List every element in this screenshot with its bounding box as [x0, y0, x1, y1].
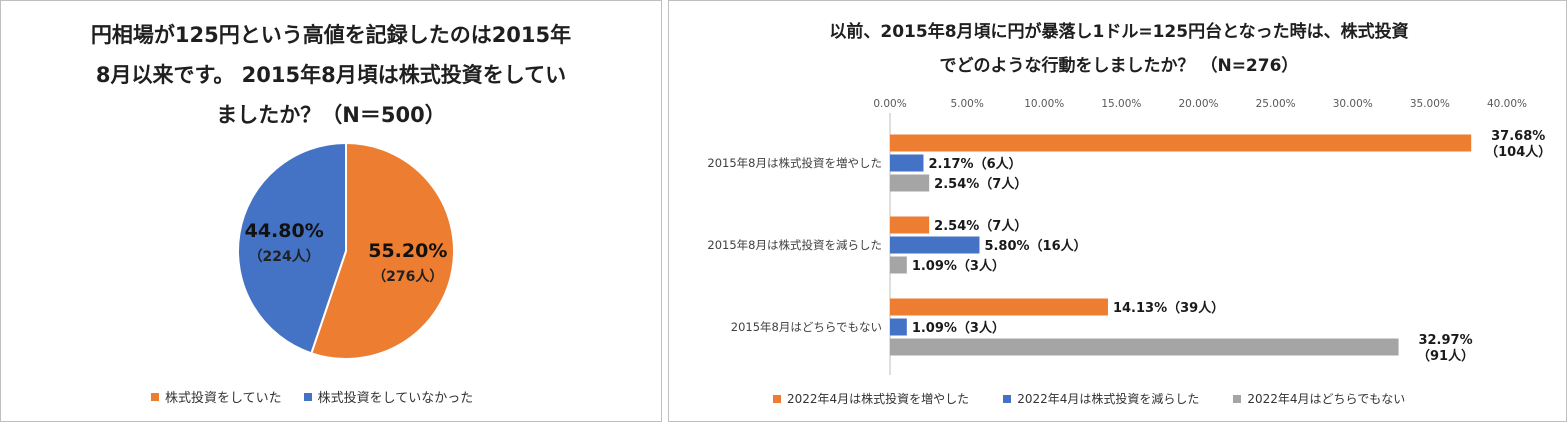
bar-legend-swatch-neither — [1233, 394, 1242, 403]
bar-legend-item-increase: 2022年4月は株式投資を増やした — [773, 390, 969, 407]
bar-title-line-1: 以前、2015年8月頃に円が暴落し1ドル=125円台となった時は、株式投資 — [829, 22, 1409, 42]
bar-decreased-increase-2022 — [890, 216, 930, 234]
bar-decreased-neither-2022 — [890, 256, 907, 274]
category-label-decreased: 2015年8月は株式投資を減らした — [707, 238, 882, 252]
pie-count-label-invested: （276人） — [372, 268, 443, 285]
x-tick-label: 10.00% — [1024, 98, 1064, 110]
bar-neither-increase-2022 — [890, 298, 1108, 316]
pie-title-line-3: ましたか？（N＝500） — [216, 103, 446, 127]
data-label-count-increased-increase-2022: （104人） — [1485, 144, 1551, 160]
bar-legend-swatch-decrease — [1003, 394, 1012, 403]
pie-chart-panel: 円相場が125円という高値を記録したのは2015年 8月以来です。 2015年8… — [0, 0, 662, 422]
bar-legend: 2022年4月は株式投資を増やした 2022年4月は株式投資を減らした 2022… — [773, 390, 1427, 407]
data-label-count-neither-neither-2022: （91人） — [1417, 348, 1474, 364]
category-label-increased: 2015年8月は株式投資を増やした — [707, 156, 882, 170]
bar-chart-title: 以前、2015年8月頃に円が暴落し1ドル=125円台となった時は、株式投資 でど… — [729, 15, 1509, 83]
pie-legend-item-invested: 株式投資をしていた — [151, 387, 282, 406]
pie-slice-invested — [310, 141, 455, 360]
pie-title-line-1: 円相場が125円という高値を記録したのは2015年 — [90, 23, 572, 47]
data-label-neither-decrease-2022: 1.09%（3人） — [912, 320, 1005, 336]
bar-chart: 0.00% 5.00% 10.00% 15.00% 20.00% 25.00% 30.00%… — [707, 98, 1551, 375]
bar-legend-label-decrease: 2022年4月は株式投資を減らした — [1017, 392, 1200, 406]
data-label-decreased-neither-2022: 1.09%（3人） — [912, 258, 1005, 274]
bar-increased-neither-2022 — [890, 174, 930, 192]
pie-chart: 55.20% （276人） 44.80% （224人） — [237, 141, 455, 360]
pie-slice-not-invested — [237, 141, 347, 355]
x-tick-label: 20.00% — [1178, 98, 1218, 110]
data-label-decreased-increase-2022: 2.54%（7人） — [934, 218, 1027, 234]
bar-legend-item-neither: 2022年4月はどちらでもない — [1233, 390, 1405, 407]
data-label-decreased-decrease-2022: 5.80%（16人） — [984, 238, 1086, 254]
x-tick-label: 15.00% — [1101, 98, 1141, 110]
pie-title-line-2: 8月以来です。 2015年8月頃は株式投資をしてい — [95, 63, 567, 87]
pie-chart-title: 円相場が125円という高値を記録したのは2015年 8月以来です。 2015年8… — [61, 15, 601, 135]
data-label-increased-neither-2022: 2.54%（7人） — [934, 176, 1027, 192]
data-label-neither-increase-2022: 14.13%（39人） — [1113, 300, 1224, 316]
pie-pct-label-not-invested: 44.80% — [245, 220, 324, 242]
x-tick-label: 30.00% — [1333, 98, 1373, 110]
data-label-increased-decrease-2022: 2.17%（6人） — [928, 156, 1021, 172]
x-tick-label: 25.00% — [1256, 98, 1296, 110]
bar-neither-neither-2022 — [890, 338, 1399, 356]
pie-pct-label-invested: 55.20% — [368, 240, 447, 262]
x-tick-label: 40.00% — [1487, 98, 1527, 110]
bar-legend-label-neither: 2022年4月はどちらでもない — [1247, 392, 1406, 406]
pie-legend: 株式投資をしていた 株式投資をしていなかった — [151, 387, 495, 406]
bar-legend-item-decrease: 2022年4月は株式投資を減らした — [1003, 390, 1199, 407]
x-tick-label: 35.00% — [1410, 98, 1450, 110]
x-tick-label: 0.00% — [873, 98, 906, 110]
bar-legend-label-increase: 2022年4月は株式投資を増やした — [787, 392, 970, 406]
bar-title-line-2: でどのような行動をしましたか？ （N=276） — [939, 56, 1299, 76]
pie-legend-label-invested: 株式投資をしていた — [165, 391, 282, 406]
bar-neither-decrease-2022 — [890, 318, 907, 336]
data-label-neither-neither-2022: 32.97% — [1418, 333, 1472, 348]
pie-legend-swatch-not-invested — [303, 392, 312, 401]
bar-chart-panel: 以前、2015年8月頃に円が暴落し1ドル=125円台となった時は、株式投資 でど… — [668, 0, 1567, 422]
category-label-neither: 2015年8月はどちらでもない — [731, 320, 882, 334]
pie-legend-label-not-invested: 株式投資をしていなかった — [317, 391, 474, 406]
pie-legend-swatch-invested — [151, 392, 159, 401]
data-label-increased-increase-2022: 37.68% — [1491, 129, 1545, 144]
bar-decreased-decrease-2022 — [890, 236, 980, 254]
bar-increased-decrease-2022 — [890, 154, 924, 172]
pie-legend-item-not-invested: 株式投資をしていなかった — [303, 387, 474, 406]
bar-increased-increase-2022 — [890, 134, 1472, 152]
x-tick-label: 5.00% — [950, 98, 983, 110]
pie-count-label-not-invested: （224人） — [249, 248, 320, 265]
bar-legend-swatch-increase — [773, 394, 781, 403]
